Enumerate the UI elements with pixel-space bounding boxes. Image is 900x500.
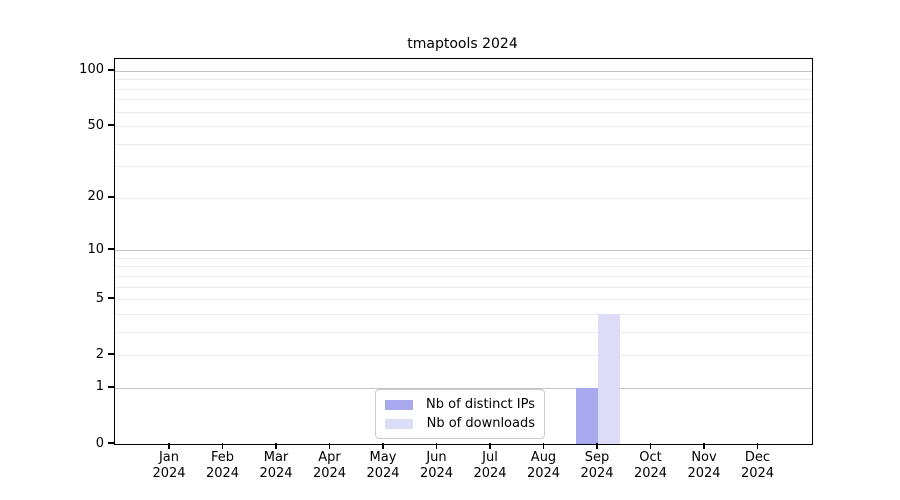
legend-label: Nb of distinct IPs bbox=[426, 397, 535, 412]
x-tick-label: Apr 2024 bbox=[295, 450, 365, 481]
minor-gridline bbox=[115, 197, 812, 199]
minor-gridline bbox=[115, 111, 812, 113]
minor-gridline bbox=[115, 355, 812, 357]
x-tick-month: Oct bbox=[639, 450, 662, 465]
y-tick-mark bbox=[108, 353, 114, 355]
y-tick-label: 5 bbox=[95, 290, 104, 306]
x-tick-mark bbox=[756, 443, 759, 449]
y-tick-label: 0 bbox=[95, 435, 104, 451]
x-tick-mark bbox=[649, 443, 652, 449]
x-tick-mark bbox=[596, 443, 598, 449]
x-tick-mark bbox=[221, 443, 224, 449]
x-tick-month: Sep bbox=[584, 450, 610, 465]
bar-nb-of-distinct-ips bbox=[576, 387, 598, 444]
minor-gridline bbox=[115, 79, 812, 81]
minor-gridline bbox=[115, 99, 812, 101]
x-tick-label: Aug 2024 bbox=[509, 450, 579, 481]
x-tick-month: Nov bbox=[691, 450, 717, 465]
x-tick-year: 2024 bbox=[526, 465, 561, 481]
y-tick-mark bbox=[108, 386, 114, 388]
x-tick-mark bbox=[489, 443, 491, 449]
x-tick-year: 2024 bbox=[419, 465, 454, 481]
x-tick-mark bbox=[275, 443, 277, 449]
x-tick-label: Feb 2024 bbox=[188, 450, 258, 481]
x-tick-month: Jan bbox=[158, 450, 180, 465]
minor-gridline bbox=[115, 166, 812, 168]
minor-gridline bbox=[115, 143, 812, 145]
y-tick-label: 2 bbox=[95, 346, 104, 362]
y-tick-label: 1 bbox=[95, 379, 104, 395]
y-tick-mark bbox=[108, 124, 114, 126]
y-tick-mark bbox=[108, 69, 114, 71]
major-gridline bbox=[115, 387, 812, 389]
y-tick-label: 20 bbox=[87, 189, 104, 205]
x-tick-year: 2024 bbox=[366, 465, 400, 481]
x-tick-year: 2024 bbox=[312, 465, 347, 481]
major-gridline bbox=[115, 70, 812, 72]
y-tick-label: 100 bbox=[79, 62, 104, 78]
minor-gridline bbox=[115, 88, 812, 90]
x-tick-mark bbox=[328, 443, 331, 449]
x-tick-month: May bbox=[369, 450, 397, 465]
bar-nb-of-downloads bbox=[598, 313, 620, 444]
x-tick-month: Dec bbox=[744, 450, 771, 465]
minor-gridline bbox=[115, 313, 812, 315]
plot-area bbox=[114, 58, 813, 445]
x-tick-month: Feb bbox=[210, 450, 235, 465]
x-tick-label: Sep 2024 bbox=[562, 450, 632, 481]
legend-swatch bbox=[385, 418, 413, 429]
legend-item: Nb of downloads bbox=[385, 414, 535, 433]
y-tick-label: 10 bbox=[87, 241, 104, 257]
x-tick-mark bbox=[168, 443, 170, 449]
minor-gridline bbox=[115, 126, 812, 128]
minor-gridline bbox=[115, 331, 812, 333]
minor-gridline bbox=[115, 266, 812, 268]
x-tick-month: Jul bbox=[482, 450, 498, 465]
x-tick-mark bbox=[542, 443, 545, 449]
legend-swatch bbox=[385, 399, 413, 410]
x-tick-label: Nov 2024 bbox=[669, 450, 739, 481]
x-tick-label: Jul 2024 bbox=[455, 450, 525, 481]
x-tick-label: May 2024 bbox=[348, 450, 418, 481]
x-tick-label: Jun 2024 bbox=[402, 450, 472, 481]
y-tick-mark bbox=[108, 442, 114, 444]
x-tick-year: 2024 bbox=[473, 465, 507, 481]
minor-gridline bbox=[115, 257, 812, 259]
x-tick-year: 2024 bbox=[740, 465, 775, 481]
x-tick-year: 2024 bbox=[580, 465, 614, 481]
minor-gridline bbox=[115, 275, 812, 277]
x-tick-label: Jan 2024 bbox=[134, 450, 204, 481]
legend: Nb of distinct IPs Nb of downloads bbox=[375, 389, 545, 439]
x-tick-month: Aug bbox=[530, 450, 557, 465]
x-tick-label: Mar 2024 bbox=[241, 450, 311, 481]
x-tick-mark bbox=[382, 443, 384, 449]
minor-gridline bbox=[115, 286, 812, 288]
y-tick-mark bbox=[108, 196, 114, 198]
x-tick-mark bbox=[703, 443, 705, 449]
legend-item: Nb of distinct IPs bbox=[385, 395, 535, 414]
minor-gridline bbox=[115, 299, 812, 301]
x-tick-year: 2024 bbox=[205, 465, 240, 481]
x-tick-year: 2024 bbox=[687, 465, 721, 481]
x-tick-label: Oct 2024 bbox=[616, 450, 686, 481]
x-tick-month: Apr bbox=[318, 450, 341, 465]
chart-title: tmaptools 2024 bbox=[407, 36, 518, 52]
y-tick-label: 50 bbox=[87, 117, 104, 133]
y-tick-mark bbox=[108, 297, 114, 299]
x-tick-month: Mar bbox=[263, 450, 289, 465]
y-tick-mark bbox=[108, 248, 114, 250]
x-tick-mark bbox=[435, 443, 438, 449]
x-tick-year: 2024 bbox=[152, 465, 186, 481]
x-tick-label: Dec 2024 bbox=[723, 450, 793, 481]
x-tick-year: 2024 bbox=[259, 465, 293, 481]
x-tick-month: Jun bbox=[426, 450, 447, 465]
major-gridline bbox=[115, 250, 812, 252]
legend-label: Nb of downloads bbox=[426, 416, 535, 431]
x-tick-year: 2024 bbox=[633, 465, 668, 481]
